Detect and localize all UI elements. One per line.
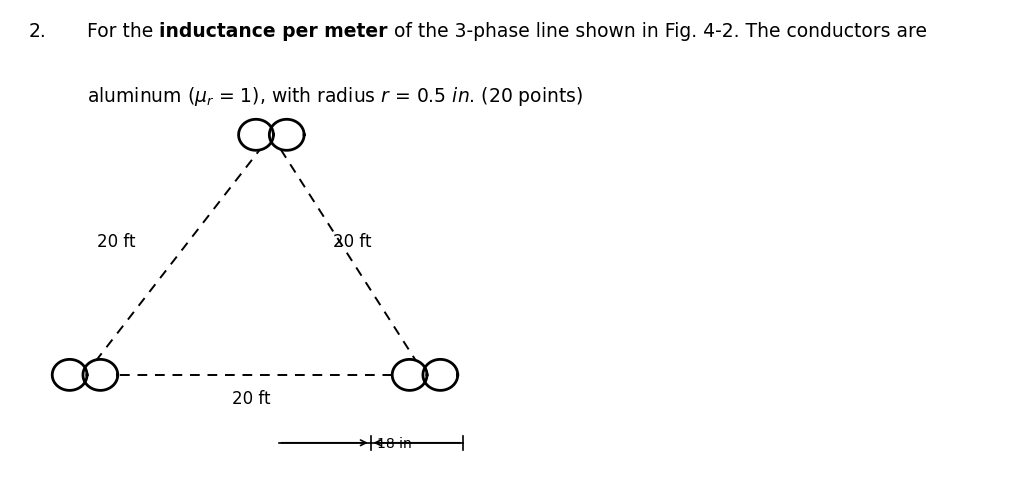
Text: 20 ft: 20 ft bbox=[96, 233, 135, 251]
Text: inductance per meter: inductance per meter bbox=[160, 22, 388, 41]
Text: 20 ft: 20 ft bbox=[231, 390, 270, 408]
Text: 20 ft: 20 ft bbox=[333, 233, 372, 251]
Text: 18 in: 18 in bbox=[377, 436, 412, 450]
Polygon shape bbox=[423, 360, 458, 391]
Polygon shape bbox=[52, 360, 87, 391]
Text: 2.: 2. bbox=[29, 22, 46, 41]
Text: For the: For the bbox=[87, 22, 160, 41]
Text: of the 3-phase line shown in Fig. 4-2. The conductors are: of the 3-phase line shown in Fig. 4-2. T… bbox=[388, 22, 927, 41]
Polygon shape bbox=[83, 360, 118, 391]
Text: aluminum ($\mu_r$ = 1), with radius $r$ = 0.5 $\mathit{in}$. (20 points): aluminum ($\mu_r$ = 1), with radius $r$ … bbox=[87, 85, 584, 107]
Polygon shape bbox=[269, 120, 304, 151]
Polygon shape bbox=[392, 360, 427, 391]
Polygon shape bbox=[239, 120, 273, 151]
